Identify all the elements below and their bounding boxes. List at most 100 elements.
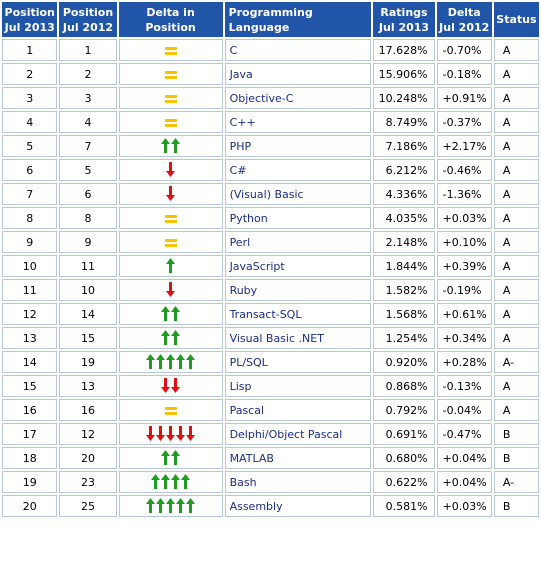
position-2013-cell: 14	[2, 351, 58, 373]
position-2013-cell: 9	[2, 231, 58, 253]
delta-cell: +0.34%	[436, 327, 492, 349]
position-2013-cell: 2	[2, 63, 58, 85]
delta-position-cell	[118, 351, 223, 373]
status-cell: A	[493, 87, 539, 109]
delta-position-cell	[118, 495, 223, 517]
delta-position-cell	[118, 63, 223, 85]
position-2012-cell: 5	[59, 159, 117, 181]
status-cell: A	[493, 183, 539, 205]
position-2012-cell: 1	[59, 39, 117, 61]
position-2013-cell: 20	[2, 495, 58, 517]
arrow-down-icon	[156, 425, 166, 441]
language-cell: Perl	[224, 231, 372, 253]
table-row: 16 16 Pascal 0.792% -0.04% A	[2, 399, 539, 421]
position-2012-cell: 14	[59, 303, 117, 325]
position-change-indicator	[161, 136, 181, 154]
position-2012-cell: 23	[59, 471, 117, 493]
delta-position-cell	[118, 183, 223, 205]
rating-cell: 1.254%	[373, 327, 435, 349]
rating-cell: 6.212%	[373, 159, 435, 181]
arrow-up-icon	[186, 353, 196, 369]
position-2013-cell: 1	[2, 39, 58, 61]
arrow-up-icon	[171, 449, 181, 465]
arrow-up-icon	[146, 353, 156, 369]
position-2013-cell: 8	[2, 207, 58, 229]
language-cell: (Visual) Basic	[224, 183, 372, 205]
language-cell: Objective-C	[224, 87, 372, 109]
language-cell: Assembly	[224, 495, 372, 517]
table-row: 20 25 Assembly 0.581% +0.03% B	[2, 495, 539, 517]
language-cell: JavaScript	[224, 255, 372, 277]
ranking-rows: 1 1 C 17.628% -0.70% A 2 2 Java 15.906% -0.18% A 3 3 O…	[2, 39, 539, 517]
arrow-down-icon	[166, 281, 176, 297]
delta-position-cell	[118, 135, 223, 157]
position-change-indicator	[166, 160, 176, 178]
arrow-up-icon	[171, 473, 181, 489]
delta-position-cell	[118, 303, 223, 325]
language-cell: C#	[224, 159, 372, 181]
position-change-indicator	[146, 424, 196, 442]
language-cell: Lisp	[224, 375, 372, 397]
rating-cell: 4.336%	[373, 183, 435, 205]
table-row: 5 7 PHP 7.186% +2.17% A	[2, 135, 539, 157]
position-2013-cell: 18	[2, 447, 58, 469]
rating-cell: 7.186%	[373, 135, 435, 157]
rating-cell: 17.628%	[373, 39, 435, 61]
delta-position-cell	[118, 327, 223, 349]
position-2013-cell: 5	[2, 135, 58, 157]
status-cell: A	[493, 303, 539, 325]
arrow-down-icon	[176, 425, 186, 441]
delta-cell: +0.28%	[436, 351, 492, 373]
table-row: 6 5 C# 6.212% -0.46% A	[2, 159, 539, 181]
language-cell: C++	[224, 111, 372, 133]
delta-position-cell	[118, 111, 223, 133]
status-cell: A	[493, 135, 539, 157]
header-ratings-line2: Jul 2013	[378, 20, 430, 34]
arrow-up-icon	[161, 137, 171, 153]
header-delta-line2: Jul 2012	[439, 20, 490, 34]
table-row: 10 11 JavaScript 1.844% +0.39% A	[2, 255, 539, 277]
position-change-indicator	[164, 114, 177, 132]
delta-cell: -0.13%	[436, 375, 492, 397]
arrow-down-icon	[171, 377, 181, 393]
delta-cell: +0.61%	[436, 303, 492, 325]
header-position-2013-line1: Position	[4, 5, 55, 19]
rating-cell: 1.568%	[373, 303, 435, 325]
equal-icon	[164, 215, 177, 223]
delta-position-cell	[118, 399, 223, 421]
position-change-indicator	[164, 210, 177, 228]
table-row: 2 2 Java 15.906% -0.18% A	[2, 63, 539, 85]
delta-position-cell	[118, 87, 223, 109]
position-change-indicator	[146, 496, 196, 514]
table-row: 12 14 Transact-SQL 1.568% +0.61% A	[2, 303, 539, 325]
arrow-up-icon	[186, 497, 196, 513]
header-position-2012-line1: Position	[62, 5, 114, 19]
delta-position-cell	[118, 255, 223, 277]
status-cell: A-	[493, 351, 539, 373]
delta-position-cell	[118, 207, 223, 229]
language-cell: Visual Basic .NET	[224, 327, 372, 349]
position-2012-cell: 3	[59, 87, 117, 109]
table-row: 8 8 Python 4.035% +0.03% A	[2, 207, 539, 229]
position-change-indicator	[164, 234, 177, 252]
language-cell: Python	[224, 207, 372, 229]
language-cell: Pascal	[224, 399, 372, 421]
position-2012-cell: 8	[59, 207, 117, 229]
equal-icon	[164, 239, 177, 247]
delta-position-cell	[118, 423, 223, 445]
status-cell: A	[493, 327, 539, 349]
position-2012-cell: 19	[59, 351, 117, 373]
arrow-up-icon	[166, 497, 176, 513]
rating-cell: 1.844%	[373, 255, 435, 277]
position-2013-cell: 15	[2, 375, 58, 397]
delta-cell: -0.18%	[436, 63, 492, 85]
arrow-up-icon	[176, 353, 186, 369]
rating-cell: 0.622%	[373, 471, 435, 493]
position-change-indicator	[161, 328, 181, 346]
language-cell: Ruby	[224, 279, 372, 301]
header-position-2012: Position Jul 2012	[59, 2, 117, 37]
table-row: 7 6 (Visual) Basic 4.336% -1.36% A	[2, 183, 539, 205]
position-2012-cell: 6	[59, 183, 117, 205]
equal-icon	[164, 95, 177, 103]
table-row: 3 3 Objective-C 10.248% +0.91% A	[2, 87, 539, 109]
